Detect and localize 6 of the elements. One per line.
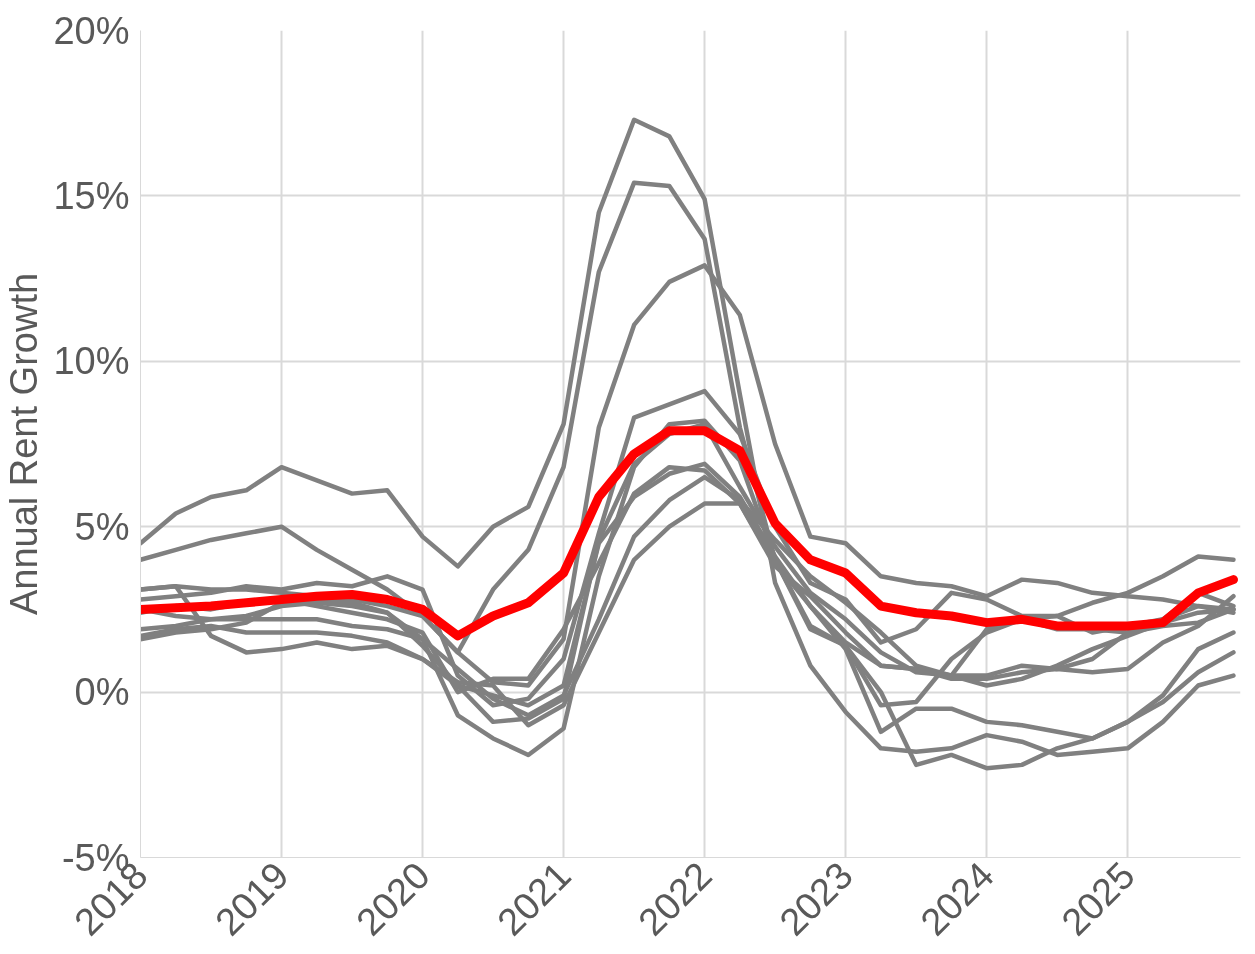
y-tick-label: 15% [53,174,130,217]
y-tick-label: 10% [53,340,130,383]
y-tick-label: 0% [74,671,130,714]
y-tick-label: 20% [53,9,130,52]
y-axis-title: Annual Rent Growth [3,272,46,616]
y-tick-label: 5% [74,505,130,548]
